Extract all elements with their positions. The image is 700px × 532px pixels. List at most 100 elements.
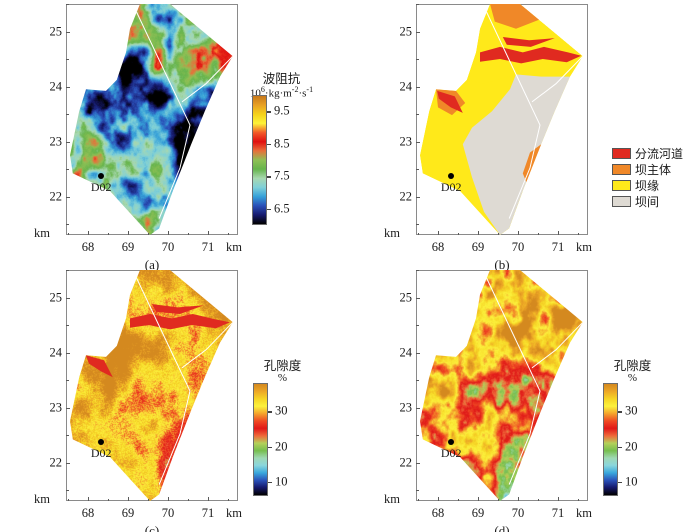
y-tick-minor	[66, 325, 69, 326]
colorbar-title-c: 孔隙度	[263, 359, 302, 373]
x-tick-a-1	[128, 231, 129, 235]
y-tick-minor	[416, 59, 419, 60]
x-tick-label-d-2: 70	[511, 506, 525, 520]
colorbar-tick-label-d-1: 20	[625, 439, 638, 454]
x-tick-c-1	[128, 497, 129, 501]
x-axis-unit-a: km	[226, 240, 242, 254]
x-tick-label-a-3: 71	[201, 240, 215, 254]
y-tick-minor	[66, 380, 69, 381]
y-tick-minor	[416, 380, 419, 381]
x-tick-label-b-0: 68	[431, 240, 445, 254]
colorbar-tick-label-a-3: 6.5	[274, 201, 290, 216]
legend-swatch-3	[612, 196, 631, 207]
legend-swatch-2	[612, 180, 631, 191]
colorbar-tick-label-a-2: 7.5	[274, 168, 290, 183]
x-tick-label-d-1: 69	[471, 506, 485, 520]
x-tick-minor	[68, 498, 69, 501]
x-tick-label-b-3: 71	[551, 240, 565, 254]
panel-caption-d: (d)	[494, 523, 510, 532]
y-tick-minor	[416, 325, 419, 326]
colorbar-tick-label-a-0: 9.5	[274, 103, 290, 118]
x-tick-label-b-2: 70	[511, 240, 525, 254]
fault-trace-1	[531, 55, 583, 103]
x-tick-d-2	[518, 497, 519, 501]
y-tick-minor	[66, 435, 69, 436]
y-tick-minor	[416, 4, 419, 5]
colorbar-a	[252, 95, 267, 225]
fault-trace-1	[181, 55, 233, 103]
y-tick-label-c-2: 23	[49, 400, 63, 414]
well-label: D02	[440, 445, 462, 460]
y-axis-unit-a: km	[34, 226, 50, 240]
x-tick-d-1	[478, 497, 479, 501]
x-tick-label-d-3: 71	[551, 506, 565, 520]
colorbar-tick-label-c-1: 20	[275, 439, 288, 454]
x-tick-minor	[498, 232, 499, 235]
y-tick-minor	[416, 114, 419, 115]
colorbar-unit-c: %	[277, 372, 288, 384]
x-tick-minor	[228, 232, 229, 235]
well-dot	[448, 438, 455, 445]
colorbar-title-a: 波阻抗	[262, 72, 301, 86]
colorbar-unit-d: %	[627, 372, 638, 384]
colorbar-tick-a-3	[267, 208, 271, 211]
legend-label-2: 坝缘	[635, 179, 660, 193]
x-tick-minor	[458, 232, 459, 235]
colorbar-tick-c-1	[268, 446, 272, 448]
y-axis-unit-c: km	[34, 492, 50, 506]
x-tick-minor	[418, 232, 419, 235]
map-area-b	[416, 4, 588, 235]
channel-body-1	[152, 304, 204, 314]
colorbar-title-d: 孔隙度	[613, 359, 652, 373]
y-tick-c-0	[66, 297, 70, 299]
map-polygon-c	[70, 270, 233, 501]
fault-trace-0	[132, 270, 191, 485]
x-tick-d-3	[558, 497, 559, 501]
legend-item-1: 坝主体	[612, 162, 683, 177]
y-tick-label-c-3: 22	[49, 455, 63, 469]
x-tick-label-c-3: 71	[201, 506, 215, 520]
y-tick-label-c-0: 25	[49, 290, 63, 304]
x-tick-d-0	[438, 497, 439, 501]
legend-label-3: 坝间	[635, 195, 660, 209]
x-tick-label-a-1: 69	[121, 240, 135, 254]
y-tick-minor	[416, 224, 419, 225]
x-tick-a-0	[88, 231, 89, 235]
y-tick-minor	[66, 59, 69, 60]
colorbar-tick-label-c-2: 10	[275, 474, 288, 489]
colorbar-tick-label-c-0: 30	[275, 403, 288, 418]
x-tick-b-1	[478, 231, 479, 235]
x-tick-label-c-2: 70	[161, 506, 175, 520]
y-tick-d-1	[416, 352, 420, 354]
x-tick-label-d-0: 68	[431, 506, 445, 520]
y-tick-label-d-1: 24	[399, 345, 413, 359]
x-tick-a-2	[168, 231, 169, 235]
x-tick-minor	[538, 498, 539, 501]
legend-item-0: 分流河道	[612, 146, 683, 161]
y-tick-minor	[416, 270, 419, 271]
map-polygon-b	[420, 4, 583, 235]
well-dot	[98, 438, 105, 445]
y-tick-b-0	[416, 31, 420, 33]
x-axis-unit-c: km	[226, 506, 242, 520]
x-tick-label-c-0: 68	[81, 506, 95, 520]
x-tick-minor	[458, 498, 459, 501]
legend-swatch-0	[612, 148, 631, 159]
well-label: D02	[440, 179, 462, 194]
fault-trace-0	[482, 4, 541, 219]
x-tick-label-c-1: 69	[121, 506, 135, 520]
well-dot	[98, 172, 105, 179]
y-tick-minor	[416, 490, 419, 491]
y-tick-label-a-1: 24	[49, 79, 63, 93]
colorbar-tick-a-1	[267, 143, 271, 146]
x-axis-unit-d: km	[576, 506, 592, 520]
y-tick-label-d-2: 23	[399, 400, 413, 414]
x-tick-c-2	[168, 497, 169, 501]
x-tick-minor	[578, 498, 579, 501]
y-tick-a-3	[66, 196, 70, 198]
facies-patch-9	[502, 37, 555, 47]
x-axis-unit-b: km	[576, 240, 592, 254]
fault-trace-1	[181, 321, 233, 369]
y-tick-a-1	[66, 86, 70, 88]
y-tick-b-3	[416, 196, 420, 198]
